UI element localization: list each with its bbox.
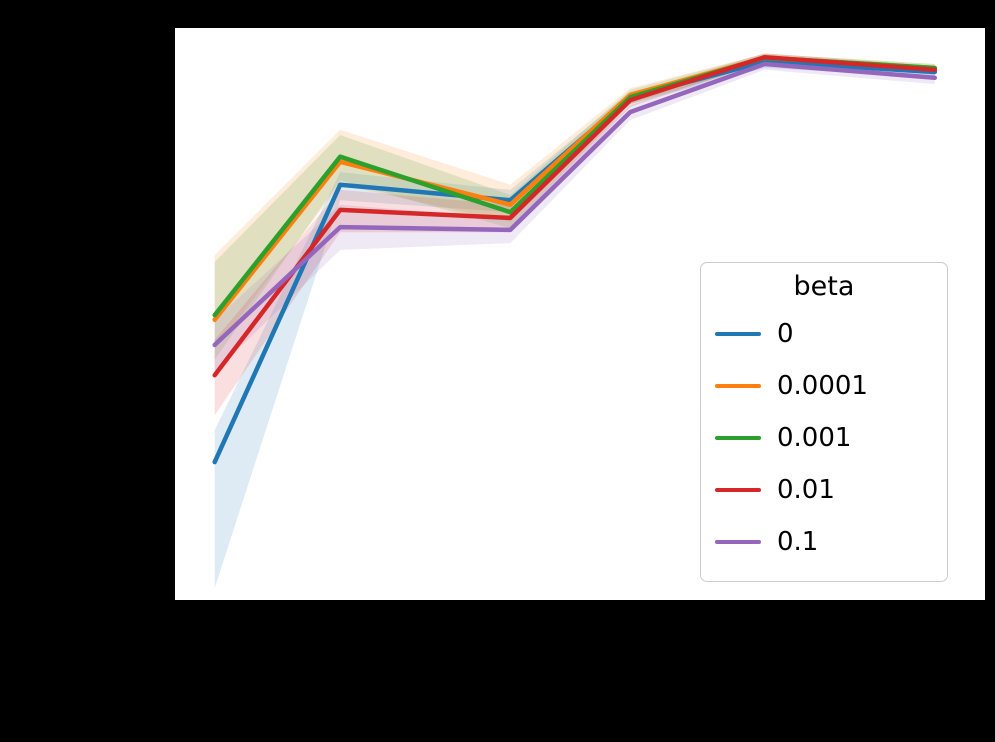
legend-line-swatch (715, 487, 761, 493)
series-line (212, 61, 938, 348)
legend-line-swatch (715, 435, 761, 441)
legend-label: 0 (777, 319, 794, 349)
legend-label: 0.001 (777, 423, 852, 453)
legend-line-swatch (715, 331, 761, 337)
confidence-band (214, 58, 935, 372)
legend-label: 0.1 (777, 527, 819, 557)
legend-item: 0.1 (715, 516, 933, 568)
legend-label: 0.01 (777, 475, 835, 505)
legend: beta 0 0.0001 0.001 0.01 0.1 (700, 262, 948, 582)
legend-line-swatch (715, 383, 761, 389)
legend-item: 0.01 (715, 464, 933, 516)
line-chart (212, 53, 938, 588)
series-line (212, 54, 938, 378)
legend-label: 0.0001 (777, 371, 868, 401)
legend-item: 0.001 (715, 412, 933, 464)
legend-line-swatch (715, 539, 761, 545)
legend-item: 0 (715, 308, 933, 360)
legend-item: 0.0001 (715, 360, 933, 412)
legend-title: beta (793, 271, 855, 302)
